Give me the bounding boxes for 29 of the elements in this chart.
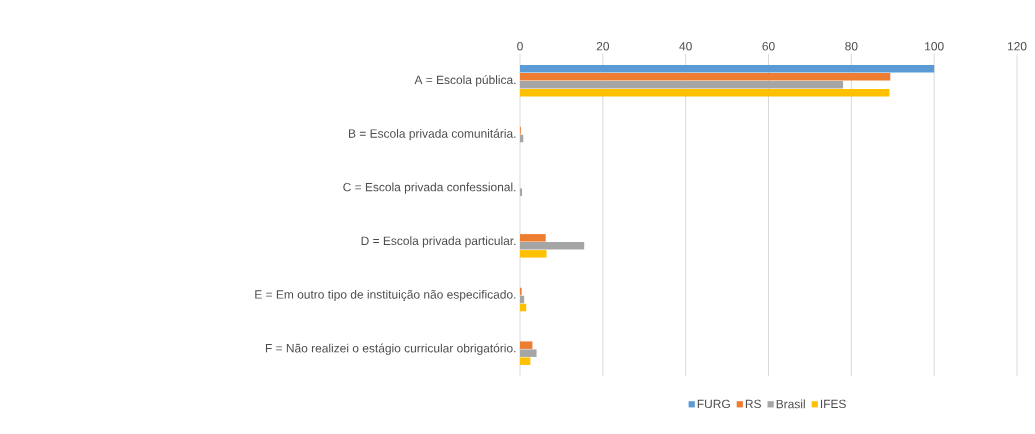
- y-tick-label: C = Escola privada confessional.: [343, 182, 516, 194]
- y-tick-label: D = Escola privada particular.: [361, 236, 516, 248]
- x-tick-label: 80: [845, 42, 858, 51]
- y-tick-label: B = Escola privada comunitária.: [349, 128, 516, 141]
- bar: [520, 349, 537, 357]
- bar: [520, 250, 547, 258]
- bar: [520, 234, 546, 242]
- x-tick-label: 20: [596, 42, 610, 51]
- bar: [520, 357, 531, 365]
- x-tick-label: 40: [679, 42, 692, 51]
- legend-label: RS: [745, 399, 761, 409]
- bar: [520, 65, 935, 73]
- legend-label: Brasil: [776, 399, 805, 409]
- x-tick-label: 0: [517, 42, 523, 51]
- bar: [520, 242, 585, 250]
- bar: [520, 188, 523, 196]
- legend-label: FURG: [697, 399, 730, 409]
- y-tick-label: F = Não realizei o estágio curricular obrigatório.: [265, 343, 516, 355]
- legend-label: IFES: [820, 399, 846, 409]
- x-tick-label: 60: [762, 42, 775, 51]
- y-tick-label: A = Escola pública.: [414, 75, 516, 87]
- y-tick-label: E = Em outro tipo de instituição não especificado.: [255, 289, 516, 302]
- bar: [520, 295, 525, 304]
- x-tick-label: 100: [925, 42, 944, 51]
- bar: [520, 81, 844, 89]
- bar: [520, 73, 891, 81]
- bar: [520, 341, 533, 349]
- x-tick-label: 120: [1007, 42, 1027, 51]
- bar: [520, 89, 890, 97]
